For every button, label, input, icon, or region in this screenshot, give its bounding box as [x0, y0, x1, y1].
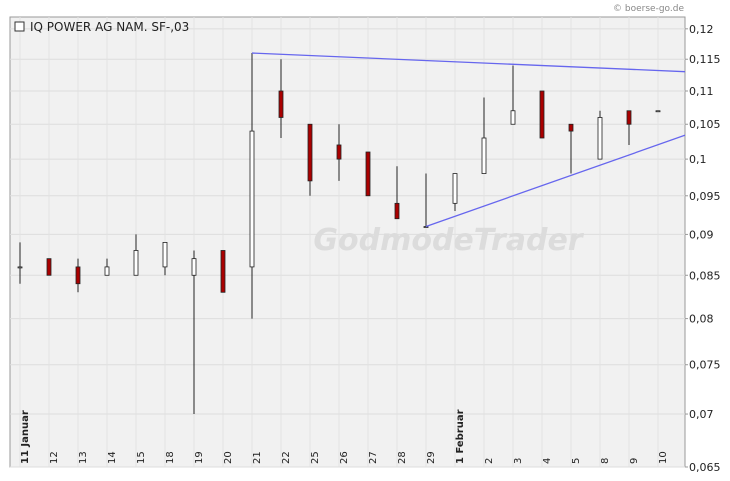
plot-area	[9, 16, 686, 468]
candle-body	[162, 242, 168, 268]
x-tick-label: 22	[281, 451, 292, 464]
candle-body	[539, 90, 545, 139]
x-tick-label: 20	[223, 451, 234, 464]
x-tick-label: 13	[78, 451, 89, 464]
x-tick-label: 9	[629, 458, 640, 464]
candle-body	[46, 258, 52, 276]
y-tick-label: 0,075	[689, 359, 721, 372]
y-tick-label: 0,07	[689, 408, 714, 421]
candle-body	[336, 144, 342, 160]
candle-body	[568, 123, 574, 132]
x-tick-label: 4	[542, 458, 553, 464]
candle-body	[510, 110, 516, 125]
candle-body	[307, 123, 313, 182]
candle-body	[365, 151, 371, 197]
candle-body	[394, 202, 400, 220]
x-tick-label: 12	[49, 451, 60, 464]
x-tick-label: 18	[165, 451, 176, 464]
x-tick-label: 29	[426, 451, 437, 464]
y-tick-label: 0,115	[689, 53, 721, 66]
y-tick-label: 0,12	[689, 23, 714, 36]
candle-body	[191, 258, 197, 276]
x-tick-label: 11 Januar	[20, 410, 31, 464]
chart-title: IQ POWER AG NAM. SF-,03	[30, 20, 189, 34]
legend-box	[14, 21, 25, 32]
candle-body	[626, 110, 632, 125]
candle-body	[17, 266, 23, 269]
x-tick-label: 25	[310, 451, 321, 464]
y-tick-label: 0,08	[689, 313, 714, 326]
x-tick-label: 27	[368, 451, 379, 464]
candle-body	[133, 250, 139, 276]
x-tick-label: 21	[252, 451, 263, 464]
candle-body	[597, 117, 603, 160]
x-tick-label: 1 Februar	[455, 409, 466, 464]
y-tick-label: 0,09	[689, 228, 714, 241]
x-tick-label: 28	[397, 451, 408, 464]
candle-body	[220, 250, 226, 293]
watermark: GodmodeTrader	[313, 223, 584, 258]
candle-body	[104, 266, 110, 276]
trendline	[425, 134, 685, 228]
x-tick-label: 19	[194, 451, 205, 464]
x-tick-label: 8	[600, 458, 611, 464]
x-tick-label: 26	[339, 451, 350, 464]
source: © boerse-go.de	[613, 4, 684, 14]
candle-body	[481, 137, 487, 174]
x-tick-label: 5	[571, 458, 582, 464]
candle-body	[75, 266, 81, 285]
x-tick-label: 3	[513, 458, 524, 464]
candle-body	[452, 173, 458, 204]
candle-body	[655, 110, 661, 113]
y-tick-label: 0,085	[689, 269, 721, 282]
candle-body	[278, 90, 284, 118]
marks	[17, 52, 685, 415]
candle-body	[249, 130, 255, 268]
y-tick-label: 0,105	[689, 118, 721, 131]
trendline	[251, 52, 685, 73]
y-tick-label: 0,095	[689, 190, 721, 203]
x-tick-label: 15	[136, 451, 147, 464]
x-tick-label: 10	[658, 451, 669, 464]
y-tick-label: 0,065	[689, 461, 721, 474]
y-tick-label: 0,11	[689, 85, 714, 98]
y-tick-label: 0,1	[689, 153, 707, 166]
x-tick-label: 2	[484, 458, 495, 464]
x-tick-label: 14	[107, 451, 118, 464]
